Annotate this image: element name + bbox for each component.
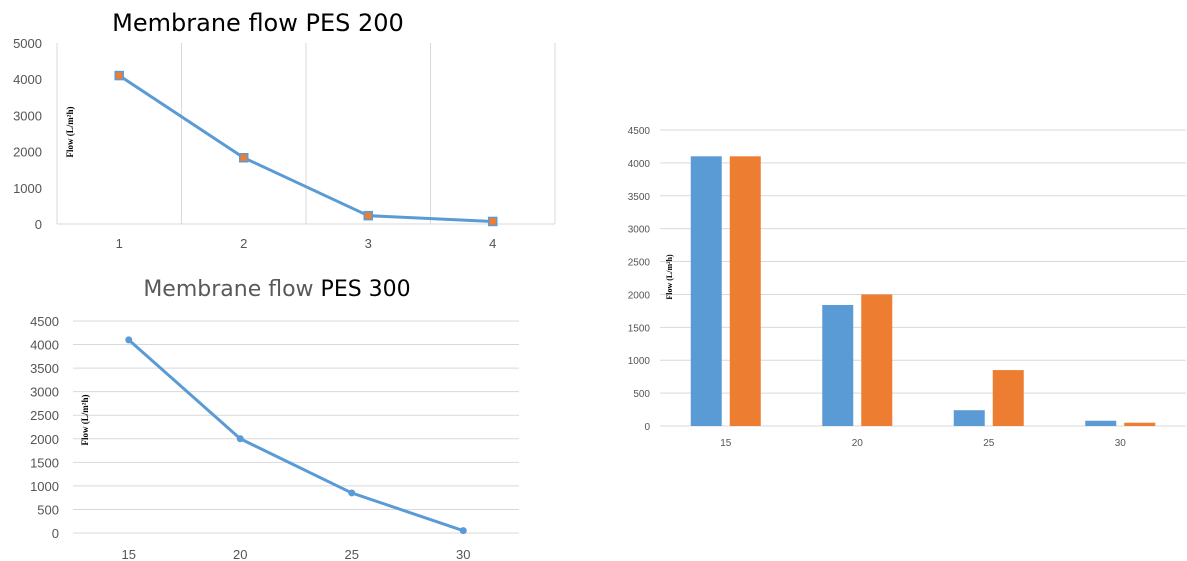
- y-tick-label: 500: [37, 502, 59, 517]
- grid: [73, 320, 519, 534]
- y-tick-label: 4500: [628, 126, 651, 137]
- y-tick-label: 1000: [30, 479, 59, 494]
- y-axis-label: Flow (L/m²h): [665, 254, 674, 300]
- x-axis-ticks: 15 20 25 30: [122, 547, 471, 561]
- y-tick-label: 500: [633, 389, 650, 400]
- chart-title-part2: PES 300: [321, 277, 411, 302]
- x-tick-label: 25: [983, 438, 995, 449]
- x-tick-label: 3: [365, 236, 372, 251]
- chart-bar-comparison: 0 500 1000 1500 2000 2500 3000 3500 4000 4500 15 2…: [628, 126, 1186, 449]
- bar: [690, 156, 722, 427]
- bar: [822, 304, 854, 426]
- series-line: [127, 338, 464, 533]
- y-tick-label: 0: [52, 526, 59, 541]
- plot-area: [114, 70, 498, 227]
- data-point: [459, 527, 467, 535]
- y-tick-label: 5000: [13, 36, 42, 51]
- x-tick-label: 30: [456, 547, 470, 561]
- x-tick-label: 4: [489, 236, 496, 251]
- y-tick-label: 3000: [628, 225, 651, 236]
- x-tick-label: 30: [1115, 438, 1127, 449]
- y-tick-label: 3000: [13, 108, 42, 123]
- y-tick-label: 1500: [628, 323, 651, 334]
- data-point: [125, 336, 133, 344]
- x-tick-label: 15: [122, 547, 136, 561]
- bar: [992, 370, 1024, 426]
- y-tick-label: 1500: [30, 455, 59, 470]
- data-point: [348, 489, 356, 497]
- y-tick-label: 4000: [628, 159, 651, 170]
- y-tick-label: 3500: [628, 192, 651, 203]
- x-axis-ticks: 15 20 25 30: [720, 438, 1126, 449]
- x-tick-label: 2: [240, 236, 247, 251]
- y-axis-ticks: 0 1000 2000 3000 4000 5000: [13, 36, 42, 232]
- y-tick-label: 4000: [13, 72, 42, 87]
- chart-pes200: Membrane flow PES 200 0 1000 2000 3000 4000 5…: [13, 9, 556, 251]
- bar: [861, 294, 893, 426]
- data-point: [239, 153, 249, 163]
- x-tick-label: 20: [233, 547, 247, 561]
- data-point: [114, 70, 124, 81]
- data-point: [236, 435, 244, 443]
- x-tick-label: 25: [345, 547, 359, 561]
- y-tick-label: 0: [35, 217, 42, 232]
- bar: [1085, 420, 1117, 426]
- chart-pes300: Membrane flow PES 300 0 500 1000 1500 2000 25…: [30, 277, 519, 561]
- y-axis-ticks: 0 500 1000 1500 2000 2500 3000 3500 4000 4500: [628, 126, 651, 433]
- bar: [729, 156, 761, 427]
- series-line: [118, 74, 493, 223]
- y-tick-label: 3000: [30, 385, 59, 400]
- y-axis-label: Flow (L/m²h): [65, 107, 75, 158]
- x-tick-label: 20: [852, 438, 864, 449]
- y-tick-label: 4000: [30, 338, 59, 353]
- x-tick-label: 1: [116, 236, 123, 251]
- chart-title: Membrane flow PES 300: [143, 277, 410, 302]
- y-axis-label: Flow (L/m²h): [80, 395, 90, 446]
- x-tick-label: 15: [720, 438, 732, 449]
- plot-area: [125, 336, 467, 535]
- grid: [56, 43, 556, 225]
- chart-title: Membrane flow PES 200: [112, 9, 404, 37]
- y-tick-label: 2000: [628, 290, 651, 301]
- y-tick-label: 2000: [13, 145, 42, 160]
- data-point: [488, 216, 498, 227]
- y-tick-label: 3500: [30, 361, 59, 376]
- y-axis-ticks: 0 500 1000 1500 2000 2500 3000 3500 4000 4500: [30, 314, 59, 541]
- data-point: [363, 210, 373, 221]
- chart-title-part1: Membrane flow: [143, 277, 320, 302]
- y-tick-label: 1000: [13, 181, 42, 196]
- plot-area: [690, 156, 1156, 427]
- y-tick-label: 2500: [628, 258, 651, 269]
- y-tick-label: 0: [644, 422, 650, 433]
- x-axis-ticks: 1 2 3 4: [116, 236, 497, 251]
- y-tick-label: 2000: [30, 432, 59, 447]
- y-tick-label: 1000: [628, 356, 651, 367]
- y-tick-label: 4500: [30, 314, 59, 329]
- bar: [1124, 422, 1156, 426]
- y-tick-label: 2500: [30, 408, 59, 423]
- bar: [953, 410, 985, 426]
